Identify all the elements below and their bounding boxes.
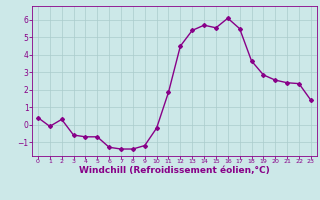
X-axis label: Windchill (Refroidissement éolien,°C): Windchill (Refroidissement éolien,°C) — [79, 166, 270, 175]
